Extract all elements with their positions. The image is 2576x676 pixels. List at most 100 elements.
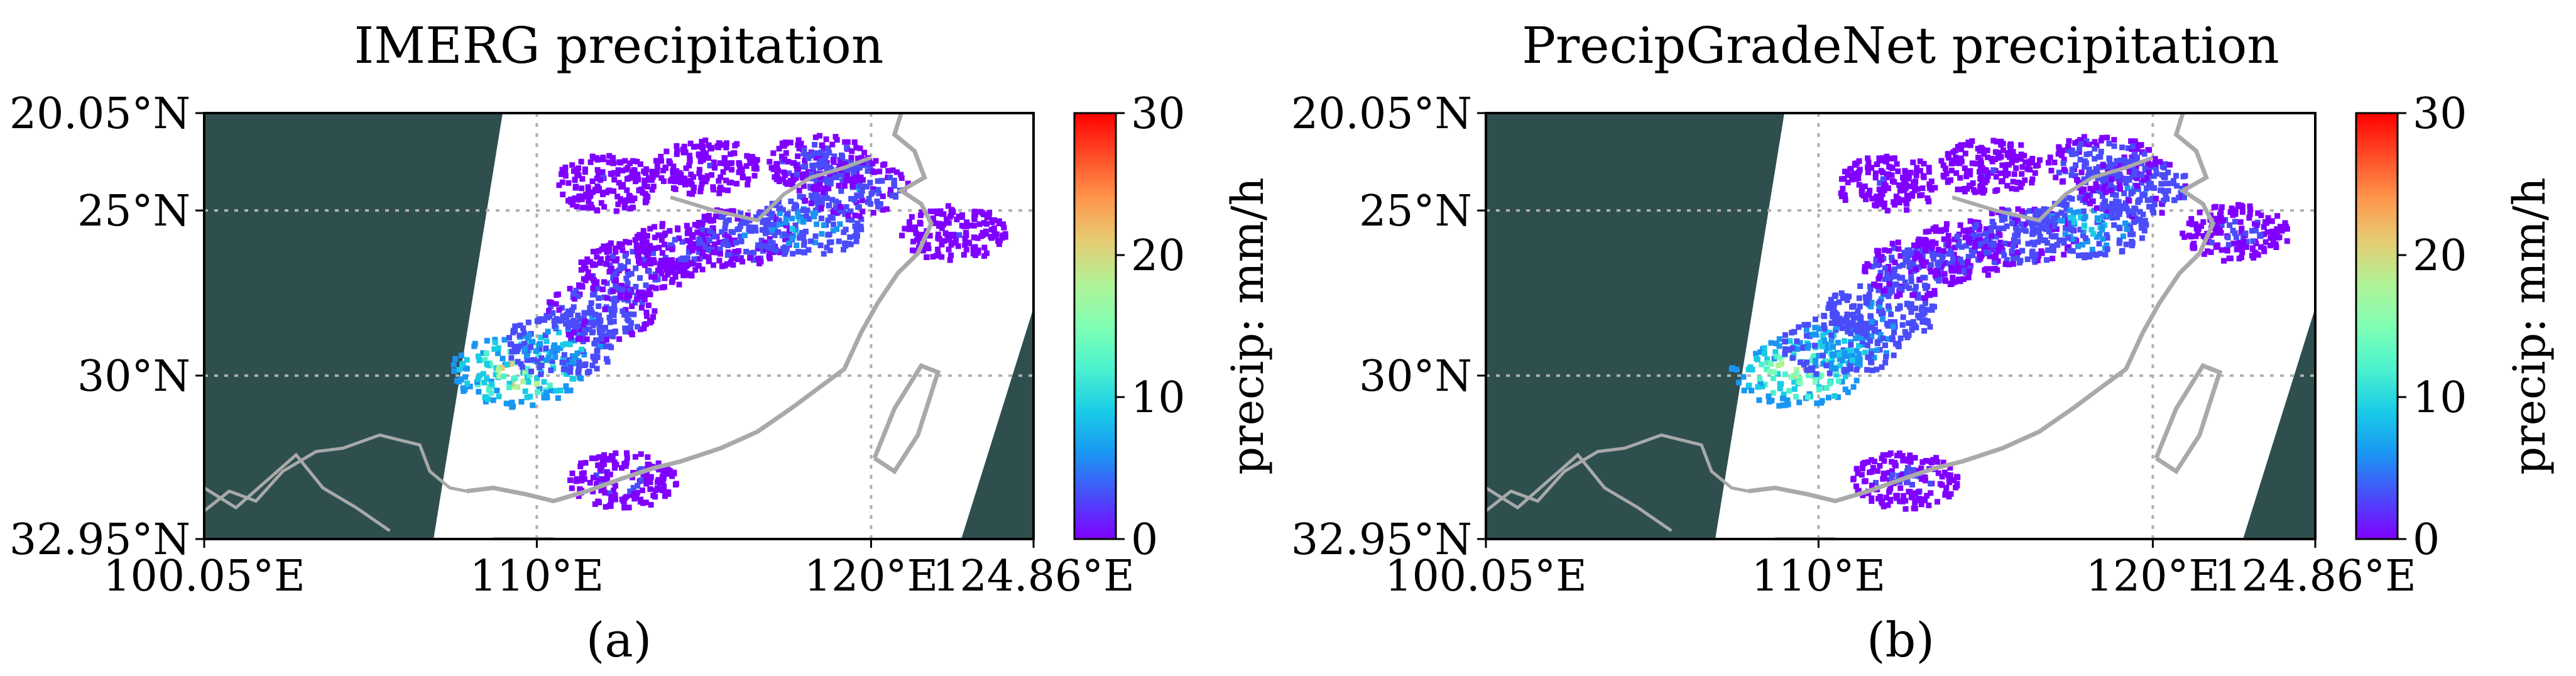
precip-cell (740, 175, 746, 181)
precip-cell (1848, 166, 1854, 172)
precip-cell (645, 253, 651, 259)
precip-cell (2072, 140, 2078, 146)
precip-cell (1909, 327, 1915, 333)
precip-cell (1965, 254, 1972, 260)
precip-cell (1782, 371, 1788, 378)
precip-cell (496, 393, 502, 400)
precip-cell (596, 454, 602, 461)
precip-cell (1855, 470, 1861, 476)
precip-cell (647, 486, 653, 492)
precip-cell (710, 225, 716, 231)
precip-cell (2093, 184, 2100, 190)
precip-cell (615, 201, 621, 207)
precip-cell (573, 478, 579, 484)
precip-cell (2232, 219, 2238, 225)
precip-cell (947, 257, 953, 263)
precip-cell (534, 358, 540, 364)
precip-cell (1889, 336, 1896, 342)
precip-cell (629, 303, 635, 309)
precip-cell (514, 348, 520, 354)
precip-cell (2007, 154, 2013, 160)
precip-cell (567, 312, 574, 318)
precip-cell (1907, 452, 1913, 459)
precip-cell (706, 247, 712, 253)
precip-cell (1860, 493, 1866, 499)
precip-cell (2019, 208, 2025, 214)
precip-cell (2264, 229, 2271, 235)
precip-cell (2058, 210, 2065, 216)
precip-cell (1812, 316, 1818, 322)
precip-cell (543, 357, 550, 363)
precip-cell (709, 172, 714, 178)
precip-cell (606, 490, 613, 496)
precip-cell (627, 325, 633, 331)
precip-cell (1838, 190, 1844, 197)
precip-cell (700, 143, 706, 150)
precip-cell (797, 235, 804, 241)
precip-cell (1998, 244, 2004, 250)
precip-cell (2010, 261, 2016, 267)
precip-cell (1767, 368, 1773, 374)
precip-cell (874, 199, 880, 205)
precip-cell (535, 351, 542, 357)
precip-cell (1908, 494, 1914, 500)
precip-cell (941, 211, 947, 217)
precip-cell (2000, 141, 2006, 147)
precip-cell (647, 226, 653, 232)
precip-cell (2151, 201, 2158, 207)
precip-cell (1853, 483, 1859, 489)
precip-cell (1796, 324, 1802, 330)
precip-cell (1847, 366, 1853, 372)
precip-cell (618, 283, 625, 289)
precip-cell (559, 305, 565, 311)
precip-cell (1928, 481, 1934, 487)
precip-cell (2238, 246, 2244, 252)
precip-cell (2026, 160, 2032, 166)
precip-cell (578, 158, 584, 165)
precip-cell (656, 486, 662, 493)
precip-cell (1955, 187, 1961, 193)
precip-cell (1862, 183, 1868, 190)
precip-cell (1797, 340, 1803, 346)
precip-cell (706, 237, 712, 244)
precip-cell (2053, 174, 2059, 180)
precip-cell (541, 395, 547, 401)
precip-cell (1855, 308, 1861, 314)
precip-cell (1876, 308, 1882, 314)
precip-cell (2018, 142, 2024, 148)
precip-cell (1848, 339, 1854, 345)
precip-cell (2246, 215, 2252, 221)
precip-cell (1877, 180, 1883, 186)
precip-cell (2069, 151, 2075, 158)
precip-cell (569, 162, 576, 168)
precip-cell (613, 208, 619, 214)
precip-cell (1853, 367, 1860, 373)
precip-cell (2005, 207, 2011, 214)
precip-cell (848, 195, 854, 202)
precip-cell (579, 185, 585, 192)
precip-cell (623, 239, 629, 245)
precip-cell (559, 359, 565, 366)
precip-cell (2022, 159, 2029, 165)
precip-cell (2148, 161, 2154, 168)
precip-cell (964, 223, 970, 229)
precip-cell (1988, 227, 1994, 234)
precip-cell (2269, 228, 2276, 234)
precip-cell (793, 162, 799, 168)
precip-cell (1917, 192, 1923, 199)
precip-cell (691, 256, 697, 263)
precip-cell (738, 218, 745, 224)
precip-cell (2045, 160, 2051, 166)
precip-cell (1951, 157, 1957, 163)
precip-cell (2255, 252, 2261, 258)
precip-cell (1897, 335, 1904, 341)
precip-cell (1935, 499, 1941, 505)
precip-cell (2138, 222, 2144, 228)
precip-cell (1793, 371, 1799, 377)
precip-cell (2040, 218, 2046, 224)
precip-cell (1882, 276, 1888, 282)
precip-cell (773, 163, 780, 170)
precip-cell (601, 204, 608, 210)
precip-cell (563, 341, 569, 347)
precip-cell (2197, 209, 2203, 215)
